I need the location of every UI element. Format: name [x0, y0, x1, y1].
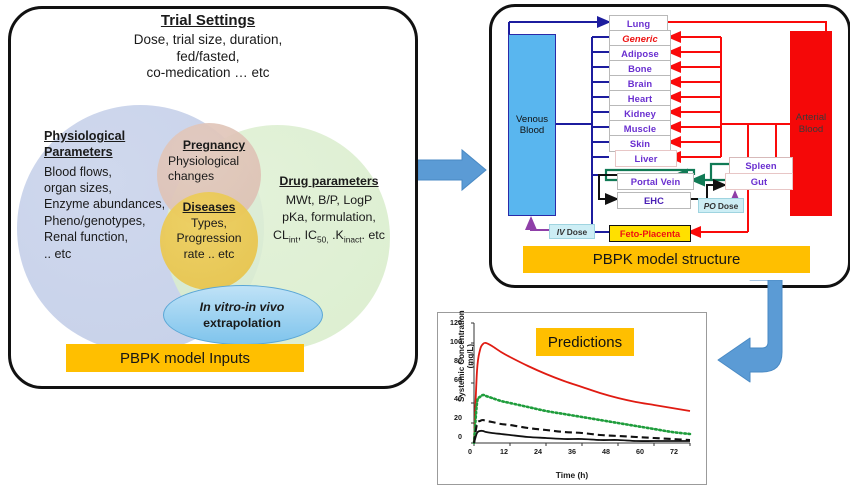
- pbpk-model-inputs-banner: PBPK model Inputs: [66, 344, 304, 372]
- organ-liver[interactable]: Liver: [615, 150, 677, 167]
- organ-spleen[interactable]: Spleen: [729, 157, 793, 174]
- organ-portal-vein[interactable]: Portal Vein: [617, 173, 694, 190]
- ivive-text: In vitro-in vivo extrapolation: [170, 300, 314, 331]
- ytick-0: 0: [458, 432, 462, 441]
- drug-line-1: MWt, B/P, LogP: [285, 192, 373, 207]
- physio-title-line-1: Physiological: [44, 129, 126, 143]
- iv-dose-word: Dose: [566, 226, 588, 237]
- trial-settings-line-3: co-medication … etc: [146, 65, 270, 81]
- chart-x-axis-label: Time (h): [555, 470, 589, 480]
- iv-dose-box[interactable]: IV Dose: [549, 224, 595, 239]
- physio-title-line-2: Parameters: [44, 145, 113, 160]
- physio-item-6: .. etc: [44, 246, 72, 261]
- pregnancy-text: Pregnancy Physiological changes: [168, 138, 260, 185]
- diseases-text: Diseases Types, Progression rate .. etc: [163, 200, 255, 262]
- physio-item-1: Blood flows,: [44, 164, 112, 179]
- xtick-12: 12: [500, 447, 508, 456]
- k-sub: inact: [343, 234, 362, 245]
- po-dose-box[interactable]: PO Dose: [698, 198, 744, 213]
- organ-ehc[interactable]: EHC: [617, 192, 691, 209]
- physio-item-2: organ sizes,: [44, 181, 112, 196]
- arterial-blood-label: Arterial Blood: [795, 112, 827, 135]
- trial-settings-title: Trial Settings: [160, 12, 256, 29]
- ic-text: , IC: [297, 227, 318, 242]
- physio-item-4: Pheno/genotypes,: [44, 213, 146, 228]
- diseases-line-2: Progression: [176, 231, 242, 246]
- arrow-inputs-to-structure-icon: [418, 148, 488, 192]
- ytick-20: 20: [454, 413, 462, 422]
- pbpk-structure-diagram: Venous Blood Arterial Blood Lung Generic A…: [489, 4, 845, 282]
- diseases-line-3: rate .. etc: [183, 246, 235, 261]
- trial-settings-block: Trial Settings Dose, trial size, duratio…: [62, 12, 354, 82]
- diseases-circle: [160, 192, 258, 290]
- pbpk-model-structure-banner: PBPK model structure: [523, 246, 810, 273]
- etc-text: . etc: [361, 227, 385, 242]
- cl-text: CL: [273, 227, 289, 242]
- ivive-line-2: extrapolation: [203, 315, 281, 330]
- xtick-0: 0: [468, 447, 472, 456]
- diseases-line-1: Types,: [191, 215, 227, 230]
- k-text: .K: [328, 227, 344, 242]
- trial-settings-line-1: Dose, trial size, duration,: [133, 32, 283, 48]
- venous-blood-label: Venous Blood: [515, 113, 548, 136]
- pregnancy-title: Pregnancy: [182, 138, 246, 152]
- drug-parameters-title: Drug parameters: [279, 174, 379, 188]
- ytick-40: 40: [454, 394, 462, 403]
- xtick-72: 72: [670, 447, 678, 456]
- predictions-banner: Predictions: [536, 328, 634, 356]
- physiological-parameters-text: Physiological Parameters Blood flows, or…: [44, 128, 204, 262]
- xtick-24: 24: [534, 447, 542, 456]
- predictions-plot: [471, 322, 692, 446]
- drug-line-2: pKa, formulation,: [282, 210, 376, 225]
- arrow-structure-to-predictions-icon: [700, 280, 820, 398]
- physio-item-3: Enzyme abundances,: [44, 197, 166, 212]
- ivive-line-1: In vitro-in vivo: [199, 300, 285, 314]
- ytick-100: 100: [450, 337, 462, 346]
- po-dose-word: Dose: [717, 200, 739, 211]
- venous-blood-compartment: Venous Blood: [508, 34, 556, 216]
- organ-feto-placenta[interactable]: Feto-Placenta: [609, 225, 691, 242]
- cl-sub: int: [288, 234, 298, 245]
- arterial-blood-compartment: Arterial Blood: [790, 31, 832, 216]
- pregnancy-line-1: Physiological: [168, 153, 240, 168]
- ic-sub: 50,: [317, 234, 329, 245]
- po-dose-prefix: PO: [703, 200, 716, 211]
- drug-clearance-line: CLint, IC50, .Kinact. etc: [263, 227, 395, 246]
- ytick-60: 60: [454, 375, 462, 384]
- pregnancy-line-2: changes: [168, 169, 215, 184]
- diseases-title: Diseases: [182, 200, 236, 214]
- organ-gut[interactable]: Gut: [725, 173, 793, 190]
- xtick-48: 48: [602, 447, 610, 456]
- iv-dose-prefix: IV: [556, 226, 565, 237]
- ytick-120: 120: [450, 318, 462, 327]
- trial-settings-line-2: fed/fasted,: [176, 48, 240, 64]
- xtick-36: 36: [568, 447, 576, 456]
- xtick-60: 60: [636, 447, 644, 456]
- drug-parameters-text: Drug parameters MWt, B/P, LogP pKa, form…: [263, 173, 395, 246]
- ytick-80: 80: [454, 356, 462, 365]
- physio-item-5: Renal function,: [44, 230, 129, 245]
